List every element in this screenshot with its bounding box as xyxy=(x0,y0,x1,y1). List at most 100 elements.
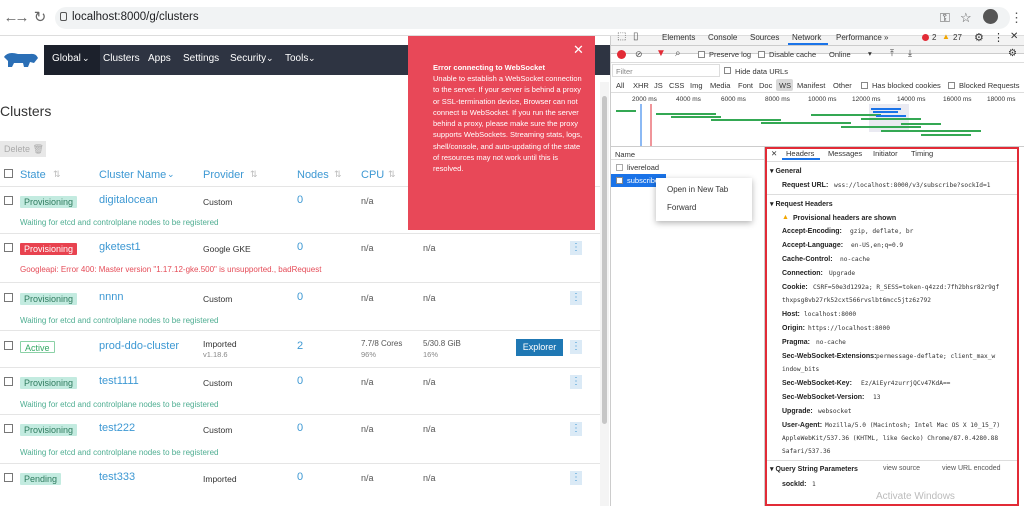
select-all-checkbox[interactable] xyxy=(4,169,13,178)
nav-settings[interactable]: Settings xyxy=(183,53,220,64)
key-icon[interactable]: ⚿ xyxy=(940,10,950,25)
rancher-logo[interactable] xyxy=(0,45,44,75)
type-font[interactable]: Font xyxy=(738,81,754,90)
blocked-requests-checkbox[interactable] xyxy=(948,82,955,89)
col-provider[interactable]: Provider xyxy=(203,169,244,181)
type-manifest[interactable]: Manifest xyxy=(797,81,826,90)
url-text[interactable]: localhost:8000/g/clusters xyxy=(72,11,199,23)
clear-icon[interactable]: ⊘ xyxy=(635,49,643,59)
search-icon[interactable]: ⌕ xyxy=(675,48,681,59)
request-livereload[interactable]: livereload xyxy=(627,163,660,172)
query-params-toggle[interactable]: ▾ Query String Parameters xyxy=(770,466,858,473)
throttle-select[interactable]: Online xyxy=(829,50,851,59)
row-actions-button[interactable]: ⋮ xyxy=(570,422,582,436)
network-overview-chart[interactable] xyxy=(611,104,1024,146)
hide-data-urls-checkbox[interactable] xyxy=(724,67,731,74)
browser-menu-icon[interactable]: ⋮ xyxy=(1010,10,1023,25)
filter-icon[interactable]: ▼ xyxy=(656,48,666,59)
general-section-toggle[interactable]: ▾ General xyxy=(770,168,802,175)
warning-count[interactable]: 27 xyxy=(953,33,962,42)
nav-clusters[interactable]: Clusters xyxy=(103,53,140,64)
tab-initiator[interactable]: Initiator xyxy=(873,149,898,158)
cluster-name-link[interactable]: nnnn xyxy=(99,291,124,303)
record-icon[interactable] xyxy=(617,50,626,59)
row-checkbox[interactable] xyxy=(4,243,13,252)
filter-input[interactable] xyxy=(612,64,720,77)
tab-messages[interactable]: Messages xyxy=(828,149,863,158)
row-actions-button[interactable]: ⋮ xyxy=(570,241,582,255)
nav-apps[interactable]: Apps xyxy=(148,53,171,64)
devtools-menu-icon[interactable]: ⋮ xyxy=(993,32,1004,44)
scrollbar-thumb[interactable] xyxy=(602,96,607,424)
nodes-link[interactable]: 0 xyxy=(297,194,304,206)
row-actions-button[interactable]: ⋮ xyxy=(570,291,582,305)
cluster-name-link[interactable]: gketest1 xyxy=(99,241,141,253)
global-menu[interactable] xyxy=(44,45,100,75)
tab-sources[interactable]: Sources xyxy=(750,33,780,42)
menu-open-new-tab[interactable]: Open in New Tab xyxy=(667,185,729,194)
nav-global[interactable]: Global xyxy=(52,53,81,64)
col-state[interactable]: State xyxy=(20,169,46,181)
delete-button[interactable]: Delete 🗑 xyxy=(0,141,46,157)
view-url-encoded-link[interactable]: view URL encoded xyxy=(942,465,1001,472)
profile-avatar[interactable] xyxy=(983,9,998,24)
cluster-name-link[interactable]: test1111 xyxy=(99,375,139,387)
row-checkbox[interactable] xyxy=(4,473,13,482)
col-cpu[interactable]: CPU xyxy=(361,169,385,181)
row-actions-button[interactable]: ⋮ xyxy=(570,471,582,485)
type-img[interactable]: Img xyxy=(690,81,703,90)
type-doc[interactable]: Doc xyxy=(759,81,773,90)
export-icon[interactable]: ⤓ xyxy=(908,48,912,58)
nav-security[interactable]: Security xyxy=(230,53,267,64)
menu-forward[interactable]: Forward xyxy=(667,203,697,212)
has-blocked-cookies-checkbox[interactable] xyxy=(861,82,868,89)
close-icon[interactable]: ✕ xyxy=(771,149,778,158)
network-settings-icon[interactable]: ⚙ xyxy=(1008,48,1017,59)
device-toolbar-icon[interactable]: ▯ xyxy=(633,31,639,42)
inspect-icon[interactable]: ⬚ xyxy=(617,31,627,42)
col-nodes[interactable]: Nodes xyxy=(297,169,329,181)
disable-cache-checkbox[interactable] xyxy=(758,51,765,58)
row-checkbox[interactable] xyxy=(4,377,13,386)
row-checkbox[interactable] xyxy=(4,293,13,302)
settings-icon[interactable]: ⚙ xyxy=(974,32,984,44)
preserve-log-checkbox[interactable] xyxy=(698,51,705,58)
tab-headers[interactable]: Headers xyxy=(786,149,815,158)
explorer-button[interactable]: Explorer xyxy=(516,339,563,356)
tab-console[interactable]: Console xyxy=(708,33,738,42)
tab-timing[interactable]: Timing xyxy=(911,149,934,158)
forward-icon[interactable]: → xyxy=(14,9,30,26)
col-cluster-name[interactable]: Cluster Name xyxy=(99,169,167,181)
nodes-link[interactable]: 0 xyxy=(297,471,304,483)
type-other[interactable]: Other xyxy=(833,81,852,90)
tab-network[interactable]: Network xyxy=(792,33,822,42)
reload-icon[interactable]: ↻ xyxy=(33,9,47,26)
request-headers-toggle[interactable]: ▾ Request Headers xyxy=(770,201,833,208)
row-checkbox[interactable] xyxy=(4,196,13,205)
import-icon[interactable]: ⤒ xyxy=(890,48,894,58)
row-checkbox[interactable] xyxy=(4,424,13,433)
tab-elements[interactable]: Elements xyxy=(662,33,696,42)
address-bar[interactable] xyxy=(55,7,1010,29)
cluster-name-link[interactable]: digitalocean xyxy=(99,194,158,206)
name-column-header[interactable]: Name xyxy=(615,150,636,159)
type-js[interactable]: JS xyxy=(654,81,663,90)
row-checkbox[interactable] xyxy=(4,341,13,350)
view-source-link[interactable]: view source xyxy=(883,465,920,472)
close-icon[interactable]: ✕ xyxy=(573,42,584,57)
more-tabs-icon[interactable]: » xyxy=(884,33,889,42)
type-css[interactable]: CSS xyxy=(669,81,685,90)
star-icon[interactable]: ☆ xyxy=(960,10,972,25)
back-icon[interactable]: ← xyxy=(3,9,19,26)
error-count[interactable]: 2 xyxy=(932,33,937,42)
nodes-link[interactable]: 0 xyxy=(297,291,304,303)
nodes-link[interactable]: 2 xyxy=(297,340,304,352)
type-all[interactable]: All xyxy=(616,81,625,90)
nav-tools[interactable]: Tools xyxy=(285,53,309,64)
request-subscribe[interactable]: subscribe xyxy=(627,176,660,185)
type-ws[interactable]: WS xyxy=(779,81,792,90)
nodes-link[interactable]: 0 xyxy=(297,375,304,387)
type-media[interactable]: Media xyxy=(710,81,731,90)
cluster-name-link[interactable]: test222 xyxy=(99,422,136,434)
nodes-link[interactable]: 0 xyxy=(297,241,304,253)
